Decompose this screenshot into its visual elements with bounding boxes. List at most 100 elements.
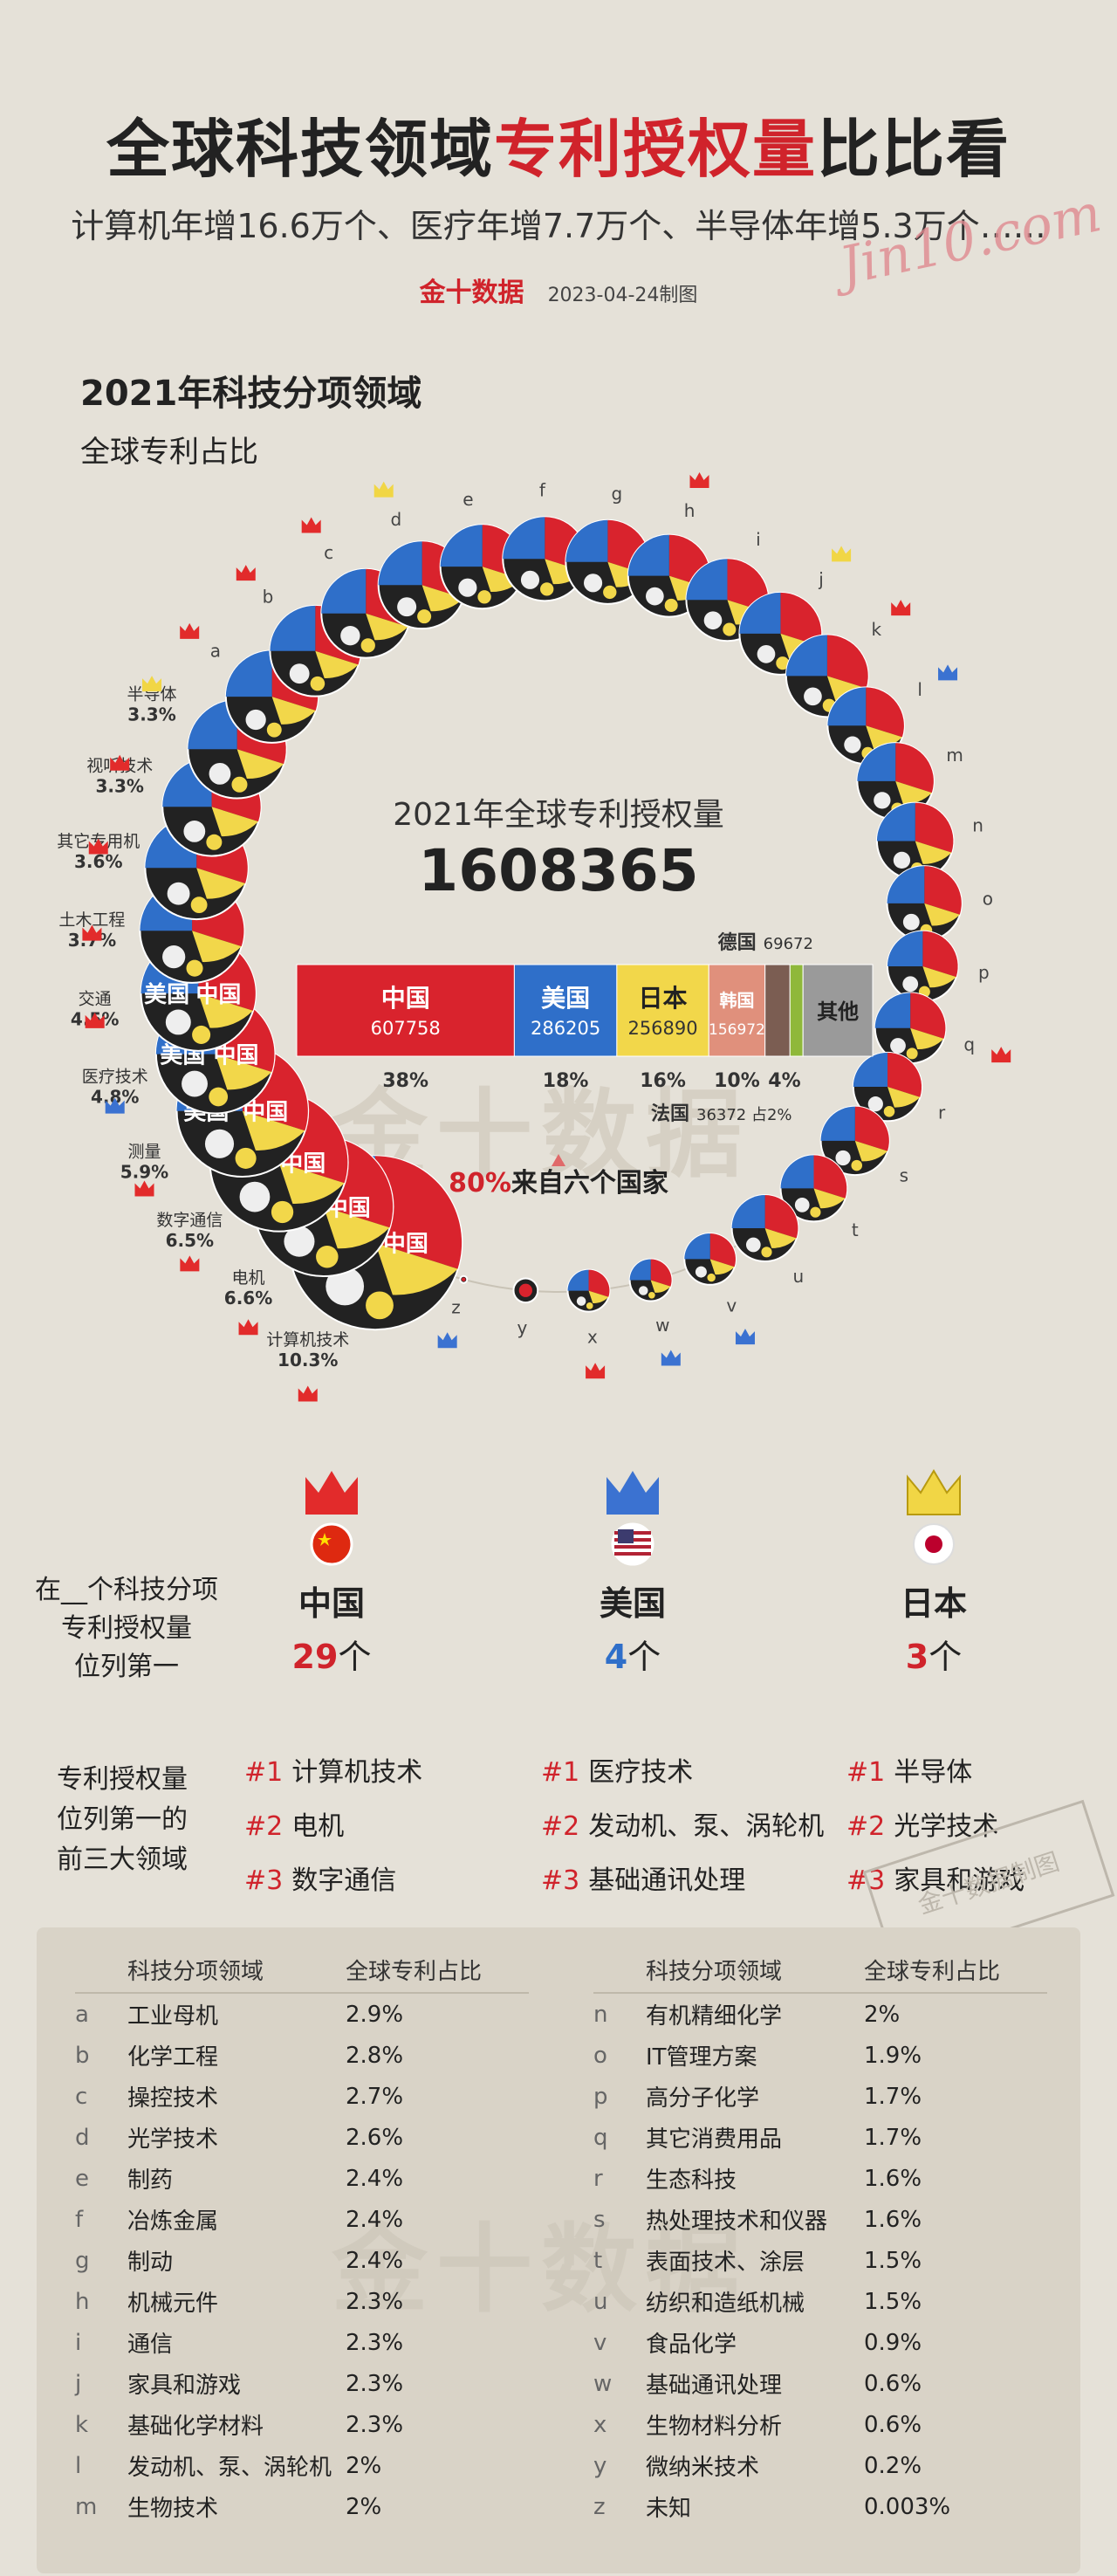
top3-note-line: 前三大领域 bbox=[57, 1844, 188, 1875]
row-key: w bbox=[593, 2370, 613, 2397]
field-bubble: x bbox=[566, 1268, 611, 1379]
bubble-china-slice bbox=[375, 1156, 463, 1269]
field-name-label: 交通 bbox=[79, 990, 112, 1009]
crown-icon bbox=[142, 676, 162, 692]
row-share: 2.3% bbox=[346, 2288, 404, 2315]
row-field: 化学工程 bbox=[127, 2044, 219, 2071]
row-key: z bbox=[593, 2493, 606, 2520]
center-label: 2021年全球专利授权量 bbox=[393, 797, 724, 833]
rank-field: 医疗技术 bbox=[588, 1757, 694, 1788]
row-field: 基础化学材料 bbox=[127, 2414, 264, 2440]
bubble-small-dot bbox=[310, 676, 326, 691]
field-key-label: r bbox=[938, 1103, 946, 1123]
bubble-small-dot bbox=[340, 625, 360, 646]
center-note-text: 80%来自六个国家 bbox=[449, 1168, 668, 1199]
field-key-label: f bbox=[539, 479, 546, 500]
rank-field: 基础通讯处理 bbox=[588, 1865, 746, 1896]
bar-segment bbox=[616, 964, 709, 1057]
row-share: 0.2% bbox=[864, 2452, 922, 2479]
row-key: g bbox=[75, 2247, 90, 2274]
row-field: 机械元件 bbox=[127, 2291, 219, 2317]
bubble-small-dot bbox=[584, 574, 603, 593]
bubble-usa-slice bbox=[686, 559, 728, 601]
bubble-japan-slice bbox=[922, 966, 956, 988]
field-key-label: x bbox=[587, 1326, 598, 1347]
bubble-japan-slice bbox=[887, 1087, 921, 1108]
crown-count: 29个 bbox=[291, 1638, 372, 1676]
crown-icon bbox=[938, 664, 958, 681]
row-share: 2.3% bbox=[346, 2370, 404, 2397]
row-key: q bbox=[593, 2124, 608, 2151]
yellow-crown-icon bbox=[907, 1469, 961, 1515]
row-field: 高分子化学 bbox=[646, 2085, 760, 2112]
bar-value-label: 286205 bbox=[531, 1018, 600, 1039]
bar-share-label: 18% bbox=[543, 1070, 589, 1092]
table-panel bbox=[37, 1927, 1080, 2573]
field-bubble: v bbox=[683, 1232, 755, 1345]
bubble-small-dot bbox=[695, 1266, 707, 1278]
table-header: 科技分项领域 全球专利占比 bbox=[593, 1947, 1047, 1994]
header-share: 全球专利占比 bbox=[864, 1958, 1001, 1985]
china-flag-icon bbox=[310, 1522, 353, 1566]
bar-share-label: 4% bbox=[768, 1070, 800, 1092]
table-row: v 食品化学 0.9% bbox=[593, 2322, 1047, 2363]
bar-segment bbox=[708, 964, 766, 1057]
bubble-usa-slice bbox=[627, 534, 669, 576]
bar-value-label: 256890 bbox=[627, 1018, 697, 1039]
crown-icon bbox=[134, 1180, 154, 1197]
japan-flag-icon bbox=[913, 1523, 955, 1565]
table-row: p 高分子化学 1.7% bbox=[593, 2076, 1047, 2117]
bubble-japan-slice bbox=[366, 613, 408, 641]
bubble-small-dot bbox=[844, 736, 861, 753]
table-row: h 机械元件 2.3% bbox=[75, 2281, 529, 2322]
crown-note-line: 位列第一 bbox=[74, 1652, 179, 1682]
bubble-china-slice bbox=[826, 635, 868, 689]
row-share: 2.9% bbox=[346, 2001, 404, 2028]
row-share: 2.4% bbox=[346, 2206, 404, 2233]
row-key: d bbox=[75, 2124, 90, 2151]
crown-icon bbox=[180, 1255, 200, 1272]
row-field: 光学技术 bbox=[127, 2126, 219, 2153]
field-bubble: l bbox=[826, 664, 958, 766]
bubble-usa-slice bbox=[321, 568, 367, 614]
crown-icon bbox=[586, 1363, 606, 1379]
bubble-usa-slice bbox=[827, 687, 867, 726]
row-key: h bbox=[75, 2288, 90, 2315]
row-key: j bbox=[75, 2370, 82, 2397]
bubble-usa-slice bbox=[887, 866, 925, 903]
crown-icon bbox=[88, 838, 108, 855]
row-field: 其它消费用品 bbox=[646, 2126, 783, 2153]
bubble-small-dot bbox=[477, 590, 491, 604]
usa-flag-icon bbox=[611, 1522, 654, 1566]
bubble-usa-slice bbox=[739, 592, 781, 634]
bubble-small-dot bbox=[761, 1247, 772, 1258]
germany-annotation: 德国 bbox=[718, 931, 757, 954]
field-bubble: h bbox=[627, 471, 711, 618]
bubble-japan-slice bbox=[198, 993, 253, 1028]
field-bubble: t bbox=[779, 1154, 859, 1240]
field-bubble: j bbox=[738, 546, 852, 676]
top3-item: #2 光学技术 bbox=[846, 1804, 998, 1843]
bubble-small-dot bbox=[192, 1025, 211, 1044]
row-field: 制药 bbox=[127, 2167, 174, 2194]
rank-field: 电机 bbox=[291, 1811, 345, 1842]
field-key-label: t bbox=[852, 1219, 859, 1240]
top3-note-line: 专利授权量 bbox=[57, 1764, 188, 1795]
row-share: 2% bbox=[346, 2452, 382, 2479]
bubble-small-dot bbox=[603, 585, 617, 600]
field-key-label: s bbox=[900, 1165, 908, 1186]
bubble-usa-slice bbox=[731, 1195, 765, 1229]
row-share: 0.9% bbox=[864, 2329, 922, 2356]
crown-icon bbox=[238, 1319, 258, 1336]
row-key: l bbox=[75, 2452, 82, 2479]
bar-value-label: 607758 bbox=[371, 1018, 441, 1039]
crown-icon bbox=[891, 600, 911, 616]
top3-item: #3 数字通信 bbox=[244, 1858, 396, 1897]
field-key-label: o bbox=[983, 889, 993, 910]
field-bubble: s bbox=[819, 1105, 908, 1186]
bubble-china-slice bbox=[650, 1259, 672, 1287]
france-annotation: 法国 bbox=[651, 1103, 689, 1125]
bubble-usa-slice bbox=[853, 1052, 888, 1088]
table-row: g 制动 2.4% bbox=[75, 2240, 529, 2281]
pointer-arrow bbox=[552, 1154, 565, 1166]
